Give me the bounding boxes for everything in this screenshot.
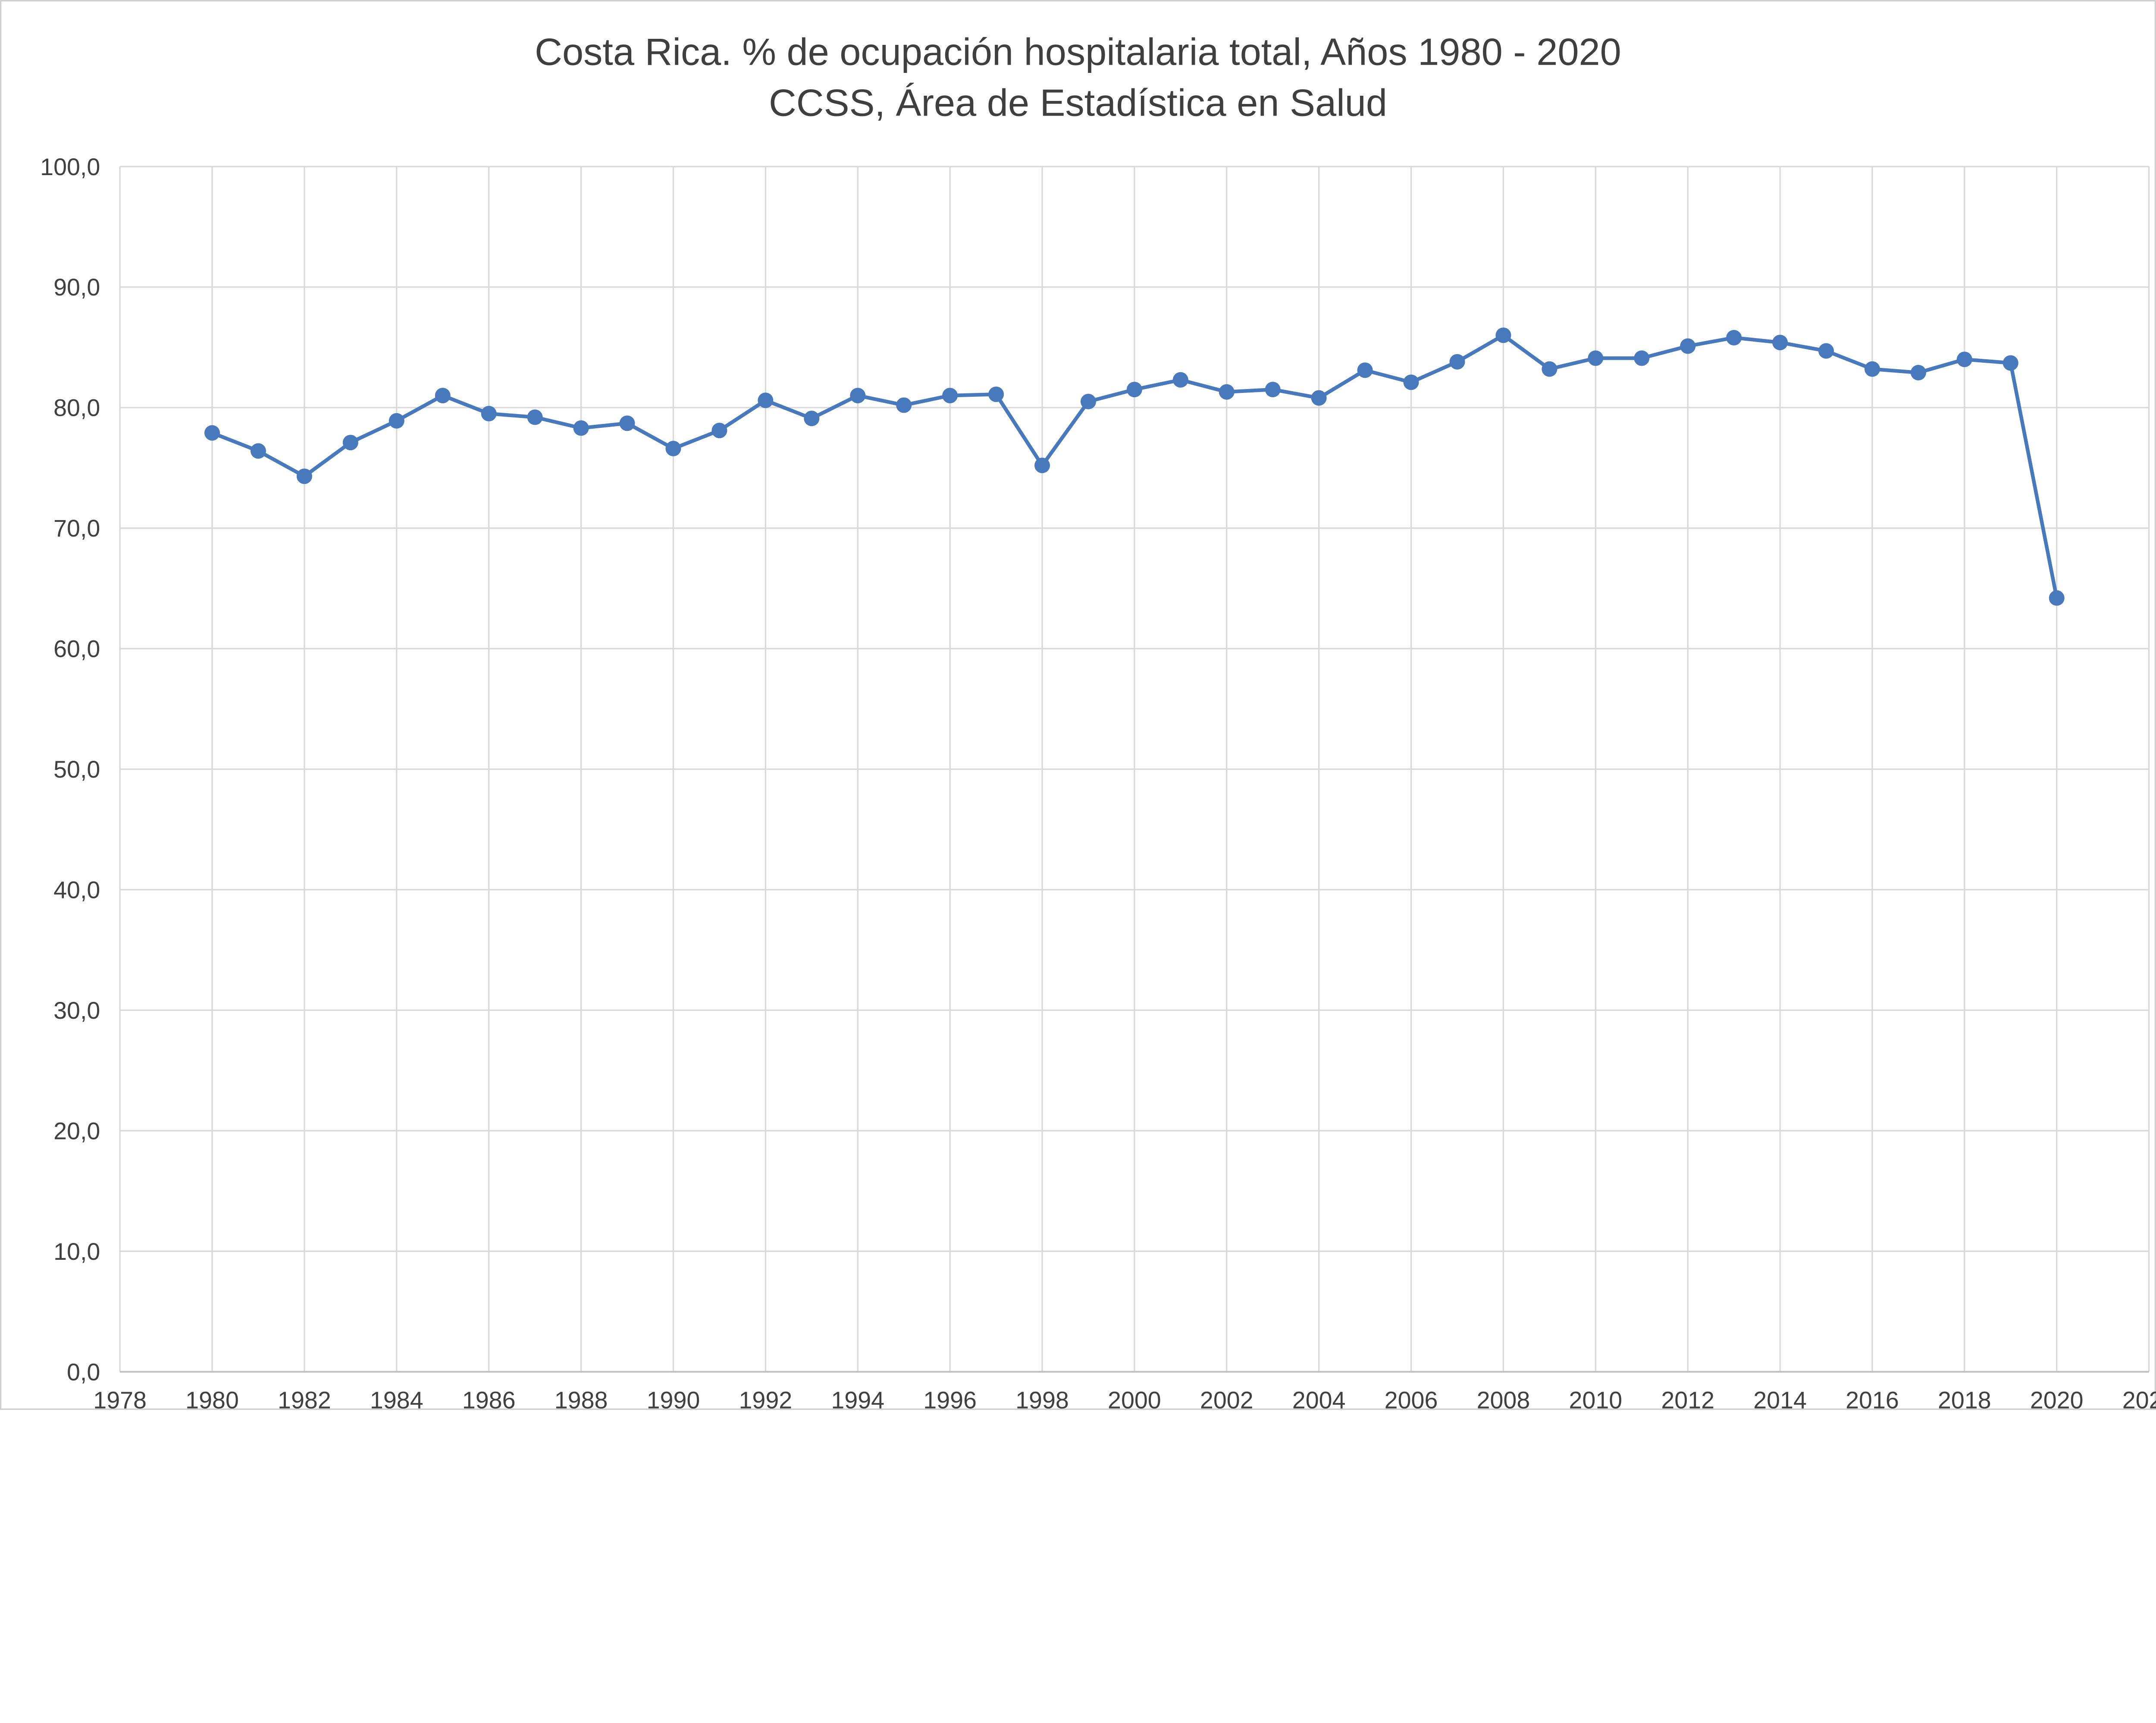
data-point: [665, 441, 681, 457]
y-tick-label: 10,0: [53, 1238, 100, 1265]
x-tick-label: 2006: [1385, 1387, 1438, 1412]
data-point: [1772, 335, 1788, 351]
y-axis-labels: 0,0 10,0 20,0 30,0 40,0 50,0 60,0 70,0 80,0 90,0 1…: [40, 154, 100, 1386]
data-point: [1634, 350, 1650, 366]
x-tick-label: 1986: [462, 1387, 516, 1412]
x-tick-label: 1988: [555, 1387, 608, 1412]
data-point: [1956, 352, 1972, 367]
x-tick-label: 1984: [370, 1387, 423, 1412]
y-tick-label: 90,0: [53, 274, 100, 301]
y-tick-label: 40,0: [53, 876, 100, 903]
data-point: [481, 406, 497, 421]
data-point: [2002, 355, 2018, 371]
x-tick-label: 2008: [1477, 1387, 1530, 1412]
data-point: [619, 415, 635, 431]
y-tick-label: 0,0: [67, 1359, 100, 1385]
data-point: [1495, 327, 1511, 343]
data-point: [1034, 458, 1050, 474]
data-points: [204, 327, 2065, 606]
data-point: [758, 392, 774, 408]
data-point: [942, 388, 958, 404]
y-tick-label: 60,0: [53, 636, 100, 662]
data-point: [896, 397, 912, 413]
y-tick-label: 50,0: [53, 756, 100, 783]
x-tick-label: 1998: [1015, 1387, 1069, 1412]
x-tick-label: 2014: [1753, 1387, 1807, 1412]
data-point: [1126, 382, 1142, 398]
data-point: [1357, 362, 1373, 378]
x-tick-label: 2022: [2122, 1387, 2156, 1412]
data-point: [1172, 372, 1188, 388]
x-tick-label: 2004: [1292, 1387, 1346, 1412]
x-tick-label: 1978: [93, 1387, 147, 1412]
data-point: [1219, 384, 1235, 400]
x-tick-label: 2010: [1569, 1387, 1622, 1412]
y-tick-label: 70,0: [53, 515, 100, 542]
data-point: [296, 468, 312, 484]
y-tick-label: 80,0: [53, 395, 100, 421]
x-axis-labels: 1978 1980 1982 1984 1986 1988 1990 1992 1994 1996…: [93, 1387, 2156, 1412]
x-tick-label: 2020: [2030, 1387, 2084, 1412]
x-tick-label: 2000: [1108, 1387, 1161, 1412]
data-point: [1080, 394, 1096, 410]
data-point: [988, 386, 1004, 402]
data-point: [2049, 590, 2065, 606]
data-point: [1910, 364, 1926, 380]
data-point: [1680, 338, 1696, 354]
data-point: [1588, 350, 1604, 366]
data-point: [1449, 354, 1465, 370]
x-tick-label: 2012: [1661, 1387, 1714, 1412]
x-tick-label: 2016: [1846, 1387, 1899, 1412]
y-tick-label: 20,0: [53, 1117, 100, 1144]
y-tick-label: 100,0: [40, 154, 100, 180]
data-point: [527, 409, 543, 425]
plot-area: 0,0 10,0 20,0 30,0 40,0 50,0 60,0 70,0 80,0 90,0 1…: [40, 154, 2156, 1412]
data-point: [573, 420, 589, 436]
x-tick-label: 2002: [1200, 1387, 1253, 1412]
data-point: [204, 425, 220, 441]
data-point: [850, 388, 866, 404]
data-point: [1403, 374, 1419, 390]
data-point: [1818, 343, 1834, 359]
x-tick-label: 1996: [923, 1387, 977, 1412]
x-tick-label: 1994: [831, 1387, 884, 1412]
x-tick-label: 1990: [647, 1387, 700, 1412]
data-point: [1864, 361, 1880, 377]
x-tick-label: 1982: [278, 1387, 331, 1412]
gridlines: [119, 166, 2150, 1372]
data-point: [389, 413, 404, 429]
data-point: [1265, 382, 1281, 398]
chart-canvas: Costa Rica. % de ocupación hospitalaria …: [0, 0, 2156, 1412]
data-point: [435, 388, 451, 404]
data-point: [711, 423, 727, 439]
data-point: [1542, 361, 1557, 377]
data-point: [1311, 390, 1327, 406]
data-point: [804, 411, 820, 427]
x-tick-label: 1980: [185, 1387, 239, 1412]
x-tick-label: 2018: [1938, 1387, 1991, 1412]
data-point: [1726, 330, 1742, 345]
y-tick-label: 30,0: [53, 997, 100, 1024]
x-tick-label: 1992: [739, 1387, 792, 1412]
data-point: [250, 443, 266, 459]
data-point: [342, 435, 358, 451]
